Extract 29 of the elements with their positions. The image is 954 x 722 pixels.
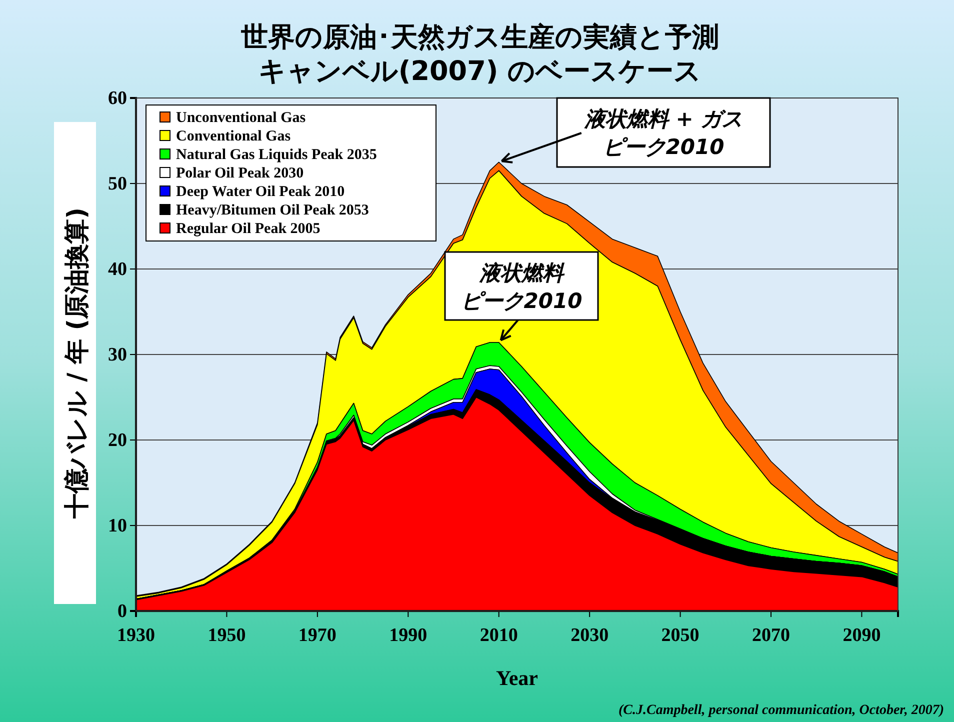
chart-title: 世界の原油･天然ガス生産の実績と予測キャンベル(2007) のベースケース [240, 22, 719, 87]
x-tick-label: 1970 [298, 624, 336, 646]
annotation: 液状燃料ピーク2010 [460, 261, 582, 313]
annotation: 液状燃料 + ガスピーク2010 [583, 107, 743, 159]
x-tick-label: 2070 [752, 624, 790, 646]
x-tick-label: 1930 [117, 624, 155, 646]
x-axis-title: Year [496, 666, 538, 690]
x-tick-label: 2050 [661, 624, 700, 646]
legend-label: Unconventional Gas [176, 110, 306, 126]
x-tick-label: 1950 [208, 624, 246, 646]
y-tick-label: 0 [118, 601, 127, 622]
legend-label: Natural Gas Liquids Peak 2035 [176, 147, 377, 163]
y-tick-label: 60 [108, 88, 127, 110]
x-tick-label: 2090 [842, 624, 881, 646]
legend-label: Conventional Gas [176, 128, 291, 144]
y-tick-label: 10 [108, 516, 127, 537]
x-tick-label: 2010 [480, 624, 518, 646]
y-axis-title: 十億バレル / 年 (原油換算) [62, 207, 91, 520]
y-tick-label: 40 [108, 259, 127, 280]
legend-label: Heavy/Bitumen Oil Peak 2053 [176, 202, 369, 218]
legend-label: Deep Water Oil Peak 2010 [176, 184, 345, 200]
legend-label: Polar Oil Peak 2030 [176, 166, 304, 182]
x-tick-label: 1990 [389, 624, 428, 646]
text: (C.J.Campbell, personal communication, October, 2007) [618, 703, 944, 718]
y-tick-label: 50 [108, 174, 127, 195]
x-tick-label: 2030 [570, 624, 609, 646]
y-tick-label: 20 [108, 430, 127, 452]
legend-label: Regular Oil Peak 2005 [176, 221, 320, 237]
y-tick-label: 30 [108, 344, 127, 366]
